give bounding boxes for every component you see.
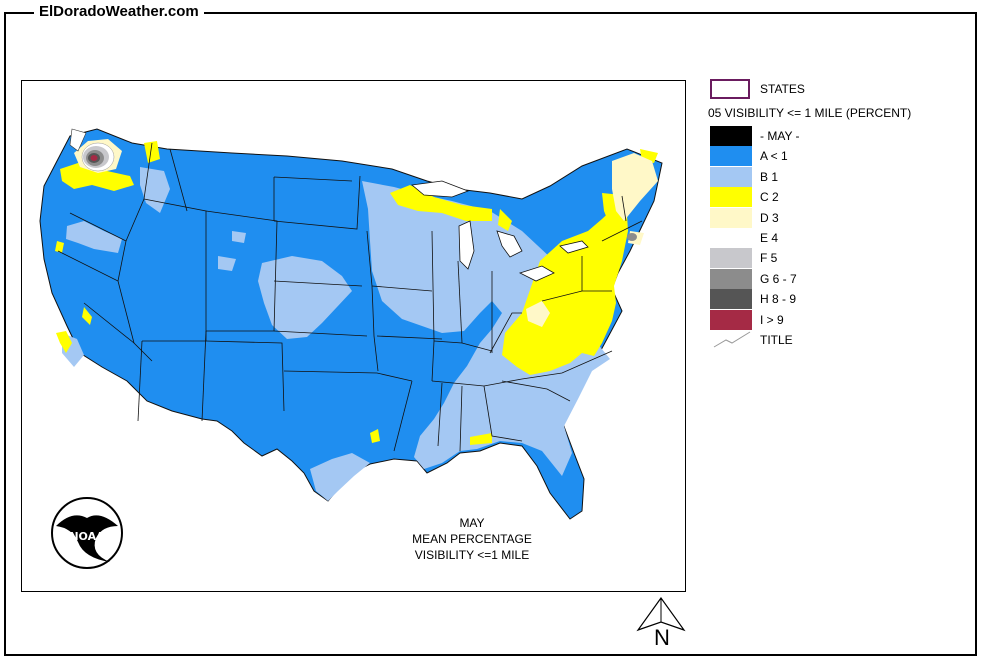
map-title-line-2: MEAN PERCENTAGE xyxy=(412,532,532,546)
site-title: ElDoradoWeather.com xyxy=(34,3,204,21)
legend-states-label: STATES xyxy=(760,82,805,96)
noaa-logo: NOAA xyxy=(50,496,124,575)
legend-item: - MAY - xyxy=(708,126,948,146)
legend-item-label: B 1 xyxy=(760,169,779,184)
zone-i xyxy=(90,155,98,161)
north-letter: N xyxy=(654,625,670,650)
legend-item: C 2 xyxy=(708,187,948,208)
zone-b xyxy=(62,167,610,501)
legend-item-label: I > 9 xyxy=(760,312,784,327)
legend-swatch xyxy=(710,268,752,289)
legend-heading: 05 VISIBILITY <= 1 MILE (PERCENT) xyxy=(708,106,912,120)
legend-item: H 8 - 9 xyxy=(708,289,948,310)
legend-swatch xyxy=(710,248,752,269)
noaa-logo-text: NOAA xyxy=(69,530,105,543)
legend-title-icon xyxy=(713,331,751,348)
legend-item: F 5 xyxy=(708,248,948,269)
legend-item-label: - MAY - xyxy=(760,129,800,143)
legend-item: A < 1 xyxy=(708,146,948,167)
legend-item: E 4 xyxy=(708,228,948,248)
page-frame xyxy=(4,12,977,656)
state-boundaries xyxy=(57,142,643,452)
legend-title: TITLE xyxy=(708,330,948,350)
legend-item: G 6 - 7 xyxy=(708,268,948,289)
legend-item: B 1 xyxy=(708,166,948,187)
legend-swatch xyxy=(710,166,752,187)
us-map xyxy=(39,128,663,520)
map-title-line-1: MAY xyxy=(459,516,485,530)
legend-item-label: G 6 - 7 xyxy=(760,271,797,286)
legend-item-label: F 5 xyxy=(760,251,778,266)
legend-swatch xyxy=(710,228,752,248)
north-arrow-icon xyxy=(636,596,686,641)
legend-swatch xyxy=(710,126,752,146)
legend-item-label: H 8 - 9 xyxy=(760,292,797,307)
map-title-line-3: VISIBILITY <=1 MILE xyxy=(414,548,530,562)
legend-item-label: D 3 xyxy=(760,210,779,225)
great-lakes xyxy=(411,180,589,282)
zone-e-northwest xyxy=(69,128,87,152)
legend-item-label: E 4 xyxy=(760,231,779,245)
legend-item-label: C 2 xyxy=(760,190,779,205)
legend-swatch xyxy=(710,289,752,310)
map-title: MAY MEAN PERCENTAGE VISIBILITY <=1 MILE xyxy=(382,515,562,563)
legend-item-label: A < 1 xyxy=(760,149,788,164)
legend-item: D 3 xyxy=(708,207,948,228)
legend-item: I > 9 xyxy=(708,309,948,330)
legend-swatch xyxy=(710,146,752,167)
legend-swatch xyxy=(710,207,752,228)
legend-swatch xyxy=(710,187,752,208)
map-panel: NOAA MAY MEAN PERCENTAGE VISIBILITY <=1 … xyxy=(21,80,686,592)
legend-swatch xyxy=(710,309,752,330)
legend-title-label: TITLE xyxy=(760,333,793,347)
legend-states-swatch xyxy=(710,79,750,99)
